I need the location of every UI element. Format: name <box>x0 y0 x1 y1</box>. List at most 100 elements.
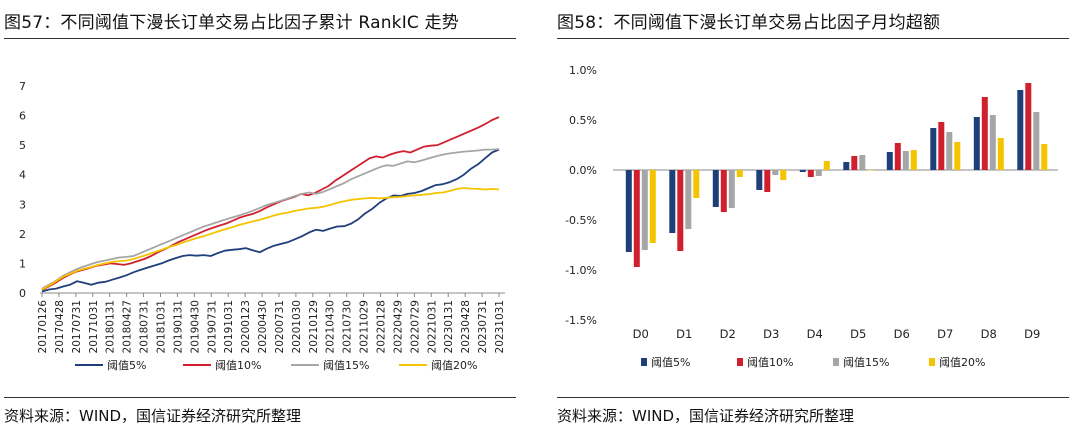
bar-D0-s1 <box>625 170 632 252</box>
left-title-rule <box>4 38 516 39</box>
y-tick-label: 1.0% <box>569 64 597 77</box>
legend-label-1: 阈值5% <box>107 358 146 372</box>
series-line-4 <box>41 187 500 291</box>
bar-D6-s4 <box>910 150 917 170</box>
bar-D4-s4 <box>823 161 830 170</box>
bar-D7-s3 <box>946 132 953 170</box>
x-tick-label: 20170126 <box>37 300 49 354</box>
x-tick-label: 20201030 <box>291 300 303 353</box>
bar-D4-s3 <box>815 170 822 176</box>
legend-swatch-1 <box>641 358 647 366</box>
bar-D5-s4 <box>867 170 874 171</box>
y-tick-label: -0.5% <box>565 214 597 227</box>
bar-D0-s4 <box>649 170 656 243</box>
legend-swatch-3 <box>833 358 839 366</box>
bar-D5-s3 <box>859 155 866 170</box>
x-tick-label: 20230131 <box>443 300 455 353</box>
x-tick-label: 20220729 <box>409 300 421 353</box>
x-category-label: D0 <box>633 327 649 341</box>
x-tick-label: 20211029 <box>359 300 371 353</box>
bar-D4-s2 <box>807 170 814 177</box>
x-tick-label: 20180131 <box>105 300 117 353</box>
series-line-3 <box>41 148 500 290</box>
right-title-rule <box>557 38 1069 39</box>
x-tick-label: 20190131 <box>172 300 184 353</box>
bar-D9-s3 <box>1033 112 1040 170</box>
x-category-label: D6 <box>894 327 910 341</box>
y-tick-label: -1.0% <box>565 264 597 277</box>
bar-D6-s2 <box>894 143 901 170</box>
y-tick-label: 0.5% <box>569 114 597 127</box>
bar-D9-s2 <box>1025 83 1032 170</box>
bar-D6-s3 <box>902 151 909 170</box>
monthly-excess-bar-chart: -1.5% -1.0% -0.5% 0.0% 0.5% 1.0% D0 D1 D2 D3 D4 D5 D… <box>565 64 1058 369</box>
left-chart-title: 图57：不同阈值下漫长订单交易占比因子累计 RankIC 走势 <box>4 13 459 33</box>
legend-label-2: 阈值10% <box>747 355 793 369</box>
x-tick-label: 20230731 <box>477 300 489 353</box>
x-tick-label: 20180427 <box>122 300 134 353</box>
legend-label-2: 阈值10% <box>215 358 261 372</box>
bar-D3-s1 <box>756 170 763 190</box>
x-tick-label: 20200430 <box>257 300 269 353</box>
x-category-label: D4 <box>807 327 823 341</box>
x-category-label: D3 <box>763 327 779 341</box>
right-panel: 图58：不同阈值下漫长订单交易占比因子月均超额 -1.5% -1.0% -0.5% 0… <box>553 0 1073 438</box>
bar-D8-s2 <box>981 97 988 170</box>
x-tick-label: 20180731 <box>139 300 151 353</box>
x-tick-label: 20210129 <box>308 300 320 353</box>
bar-D7-s1 <box>930 128 937 170</box>
legend-label-3: 阈值15% <box>843 355 889 369</box>
y-tick-label: 6 <box>19 110 26 123</box>
bar-D1-s2 <box>677 170 684 251</box>
bar-D7-s2 <box>938 122 945 170</box>
x-tick-label: 20190430 <box>189 300 201 353</box>
bar-D0-s3 <box>641 170 648 250</box>
x-tick-label: 20191031 <box>223 300 235 353</box>
bar-D3-s4 <box>780 170 787 180</box>
bar-D8-s1 <box>973 117 980 170</box>
right-source-rule <box>557 397 1069 398</box>
bar-D1-s3 <box>685 170 692 229</box>
bar-D9-s1 <box>1017 90 1024 170</box>
bar-D3-s2 <box>764 170 771 192</box>
x-tick-label: 20220429 <box>392 300 404 353</box>
cumulative-rankic-line-chart: 0 1 2 3 4 5 6 7 20170126 20170428 20170731 20171031… <box>19 80 506 372</box>
x-category-label: D1 <box>676 327 692 341</box>
x-tick-label: 20170428 <box>54 300 66 353</box>
legend-swatch-4 <box>929 358 935 366</box>
right-source-note: 资料来源：WIND，国信证券经济研究所整理 <box>557 407 855 425</box>
bar-D1-s1 <box>669 170 676 233</box>
bar-D9-s4 <box>1041 144 1048 170</box>
x-tick-label: 20210730 <box>342 300 354 353</box>
y-tick-label: 0 <box>19 287 26 300</box>
x-tick-label: 20220128 <box>376 300 388 353</box>
bar-D0-s2 <box>633 170 640 267</box>
series-line-1 <box>41 148 500 293</box>
legend-label-4: 阈值20% <box>939 355 985 369</box>
x-category-label: D2 <box>720 327 736 341</box>
y-tick-label: 3 <box>19 198 26 211</box>
legend-label-1: 阈值5% <box>651 355 690 369</box>
x-category-label: D8 <box>981 327 997 341</box>
y-tick-label: -1.5% <box>565 314 597 327</box>
bar-D6-s1 <box>886 152 893 170</box>
x-category-label: D5 <box>850 327 866 341</box>
y-tick-label: 1 <box>19 257 26 270</box>
bar-D3-s3 <box>772 170 779 175</box>
bar-D2-s2 <box>720 170 727 212</box>
x-tick-label: 20210430 <box>325 300 337 353</box>
x-tick-label: 20200123 <box>240 300 252 353</box>
legend-swatch-2 <box>737 358 743 366</box>
x-tick-label: 20171031 <box>88 300 100 353</box>
bar-D5-s2 <box>851 156 858 170</box>
bar-D2-s1 <box>712 170 719 207</box>
y-tick-label: 5 <box>19 139 26 152</box>
x-tick-label: 20221031 <box>426 300 438 353</box>
left-source-rule <box>4 397 516 398</box>
x-tick-label: 20231031 <box>494 300 506 353</box>
bar-D5-s1 <box>843 162 850 170</box>
right-chart-title: 图58：不同阈值下漫长订单交易占比因子月均超额 <box>557 13 941 33</box>
x-tick-label: 20181031 <box>155 300 167 353</box>
bar-D4-s1 <box>799 170 806 172</box>
legend-label-4: 阈值20% <box>431 358 477 372</box>
